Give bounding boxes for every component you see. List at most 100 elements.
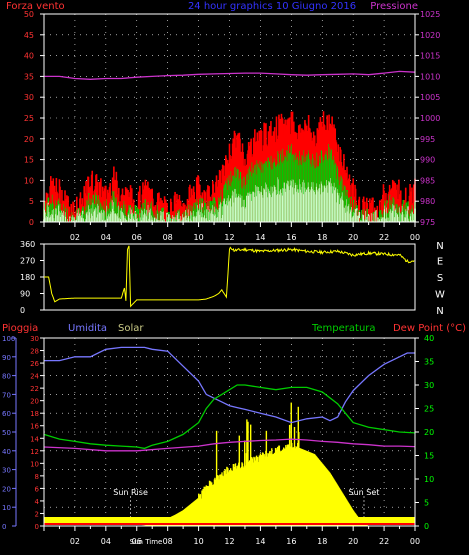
- solar-tick-label: 12: [30, 448, 39, 456]
- x-tick-label: 04: [101, 233, 111, 242]
- temp-tick-label: 5: [424, 499, 429, 508]
- y-tick-label: 40: [24, 52, 34, 61]
- sunset-label: Sun Set: [349, 488, 380, 497]
- y-tick-label: 35: [24, 72, 34, 81]
- wind-speed-label: Forza vento: [6, 1, 65, 12]
- hum-tick-label: 80: [2, 373, 11, 381]
- solar-label: Solar: [118, 323, 144, 334]
- y-tick-label: 45: [24, 31, 34, 40]
- solar-tick-label: 20: [30, 398, 39, 406]
- temp-tick-label: 20: [424, 428, 434, 437]
- x-tick-label: 14: [255, 233, 265, 242]
- y2-tick-label: 1025: [420, 10, 440, 19]
- solar-tick-label: 22: [30, 385, 39, 393]
- y2-tick-label: 1010: [420, 72, 440, 81]
- x-tick-label: 10: [193, 233, 203, 242]
- y2-tick-label: 1005: [420, 93, 440, 102]
- x-tick-label: 02: [70, 233, 80, 242]
- x-tick-label: 12: [224, 233, 234, 242]
- hum-tick-label: 0: [2, 523, 6, 531]
- y2-tick-label: 1020: [420, 31, 440, 40]
- x-tick-label: 18: [317, 537, 327, 546]
- x-tick-label: 14: [255, 537, 265, 546]
- y2-tick-label: 990: [420, 156, 435, 165]
- x-tick-label: 22: [379, 233, 389, 242]
- y-tick-label: 0: [29, 218, 34, 227]
- hum-tick-label: 100: [2, 335, 15, 343]
- hum-tick-label: 50: [2, 429, 11, 437]
- solar-tick-label: 4: [35, 498, 40, 506]
- x-tick-label: 18: [317, 233, 327, 242]
- temp-tick-label: 0: [424, 522, 429, 531]
- temp-tick-label: 25: [424, 405, 434, 414]
- y-tick-label: 15: [24, 156, 34, 165]
- y-tick-label: 180: [20, 273, 35, 282]
- x-tick-label: 06: [132, 537, 142, 546]
- wind-direction-line: [44, 245, 415, 308]
- solar-tick-label: 28: [30, 348, 39, 356]
- x-tick-label: 00: [410, 537, 420, 546]
- compass-label: E: [437, 257, 443, 268]
- y-tick-label: 0: [20, 306, 25, 315]
- solar-tick-label: 10: [30, 460, 39, 468]
- hum-tick-label: 90: [2, 354, 11, 362]
- solar-tick-label: 0: [35, 523, 39, 531]
- solar-baseline: [44, 517, 415, 523]
- y-tick-label: 10: [24, 176, 34, 185]
- solar-tick-label: 24: [30, 373, 39, 381]
- x-tick-label: 20: [348, 537, 358, 546]
- y2-tick-label: 975: [420, 218, 435, 227]
- hum-tick-label: 60: [2, 410, 11, 418]
- y-tick-label: 360: [20, 240, 35, 249]
- compass-label: S: [437, 273, 443, 284]
- hum-tick-label: 70: [2, 391, 11, 399]
- sun-time-label: Sun Time: [130, 538, 163, 546]
- y-tick-label: 50: [24, 10, 34, 19]
- solar-tick-label: 18: [30, 410, 39, 418]
- y2-tick-label: 1015: [420, 52, 440, 61]
- x-tick-label: 12: [224, 537, 234, 546]
- dewpoint-line: [43, 438, 416, 452]
- hum-tick-label: 40: [2, 448, 11, 456]
- humidity-line: [44, 346, 415, 424]
- chart-title: 24 hour graphics 10 Giugno 2016: [188, 1, 356, 12]
- x-tick-label: 20: [348, 233, 358, 242]
- temperature-label: Temperatura: [311, 323, 376, 334]
- rain-label: Pioggia: [2, 323, 38, 334]
- y2-tick-label: 995: [420, 135, 435, 144]
- x-tick-label: 16: [286, 537, 296, 546]
- y-tick-label: 30: [24, 93, 34, 102]
- x-tick-label: 22: [379, 537, 389, 546]
- solar-tick-label: 6: [35, 485, 40, 493]
- temp-humidity-solar-panel: Pioggia Umidita Solar Temperatura Dew Po…: [2, 323, 466, 546]
- x-tick-label: 16: [286, 233, 296, 242]
- x-tick-label: 08: [163, 537, 173, 546]
- humidity-label: Umidita: [68, 323, 107, 334]
- temp-tick-label: 40: [424, 334, 434, 343]
- dewpoint-label: Dew Point (°C): [393, 323, 466, 334]
- wind-pressure-panel: 24 hour graphics 10 Giugno 2016 Forza ve…: [6, 1, 440, 242]
- hum-tick-label: 30: [2, 467, 11, 475]
- y-tick-label: 90: [20, 290, 30, 299]
- y2-tick-label: 985: [420, 176, 435, 185]
- temp-tick-label: 35: [424, 358, 434, 367]
- hum-tick-label: 20: [2, 485, 11, 493]
- temp-tick-label: 15: [424, 452, 434, 461]
- x-tick-label: 06: [132, 233, 142, 242]
- x-tick-label: 04: [101, 537, 111, 546]
- compass-label: N: [436, 306, 443, 317]
- y-tick-label: 5: [29, 197, 34, 206]
- pressure-line: [44, 70, 416, 80]
- compass-label: N: [436, 241, 443, 252]
- solar-tick-label: 26: [30, 360, 39, 368]
- solar-tick-label: 2: [35, 510, 39, 518]
- solar-tick-label: 8: [35, 473, 39, 481]
- temp-tick-label: 30: [424, 381, 434, 390]
- x-tick-label: 02: [70, 537, 80, 546]
- temperature-line: [43, 384, 416, 450]
- solar-tick-label: 14: [30, 435, 39, 443]
- sunrise-label: Sun Rise: [113, 488, 148, 497]
